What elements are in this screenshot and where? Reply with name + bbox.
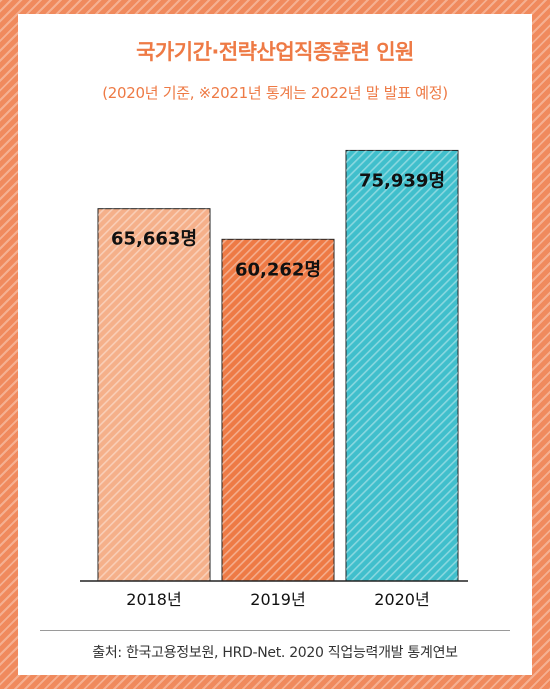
bar-hatch-2020 xyxy=(346,150,458,581)
data-label-2019: 60,262명 xyxy=(235,259,321,280)
category-label-2020: 2020년 xyxy=(374,590,429,609)
chart-title: 국가기간·전략산업직종훈련 인원 xyxy=(136,40,414,64)
data-label-2018: 65,663명 xyxy=(111,229,197,250)
data-label-2020: 75,939명 xyxy=(359,170,445,191)
chart-card: 국가기간·전략산업직종훈련 인원 (2020년 기준, ※2021년 통계는 2… xyxy=(18,14,532,675)
bar-chart: 65,663명 2018년 60,262명 2019년 75,939명 2020년 xyxy=(80,149,468,609)
chart-subtitle: (2020년 기준, ※2021년 통계는 2022년 말 발표 예정) xyxy=(102,84,448,102)
category-label-2018: 2018년 xyxy=(126,590,181,609)
bar-hatch-2019 xyxy=(222,239,334,581)
source-note: 출처: 한국고용정보원, HRD-Net. 2020 직업능력개발 통계연보 xyxy=(92,645,458,661)
category-label-2019: 2019년 xyxy=(250,590,305,609)
bar-hatch-2018 xyxy=(98,208,210,581)
footer-divider xyxy=(40,630,510,631)
